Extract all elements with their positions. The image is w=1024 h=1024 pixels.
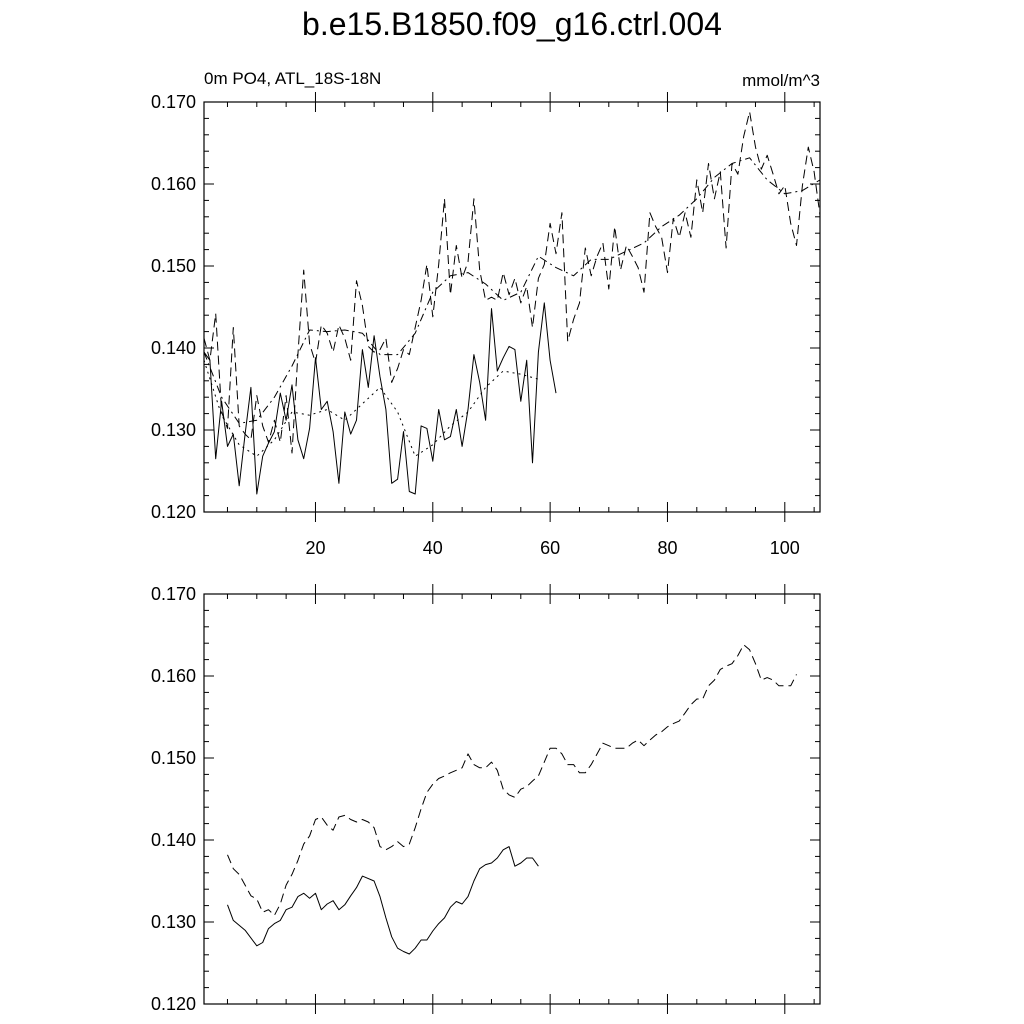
series-line-dashed [227,644,797,916]
units-label: mmol/m^3 [742,71,820,90]
top-panel: 0.120 0.130 0.140 0.150 0.160 0.170 20 40 60 80 10… [151,69,821,558]
left-label: 0m PO4, ATL_18S-18N [204,69,381,88]
x-tick-label: 60 [540,538,560,558]
plot-frame [203,101,821,513]
plot-frame [203,593,821,1005]
x-tick-label: 80 [657,538,677,558]
y-tick-label: 0.120 [151,994,196,1014]
x-tick-label: 100 [770,538,800,558]
series-line-dashed [203,111,821,454]
y-tick-label: 0.150 [151,748,196,768]
series-line-solid [227,846,539,955]
x-tick-label: 20 [305,538,325,558]
y-tick-label: 0.120 [151,502,196,522]
y-tick-label: 0.130 [151,912,196,932]
series-line-dashdot [203,157,821,424]
x-tick-label: 40 [423,538,443,558]
y-tick-label: 0.170 [151,584,196,604]
bottom-panel: 0.120 0.130 0.140 0.150 0.160 0.170 [151,584,821,1014]
y-tick-label: 0.140 [151,830,196,850]
y-tick-label: 0.130 [151,420,196,440]
y-tick-label: 0.160 [151,666,196,686]
y-tick-label: 0.150 [151,256,196,276]
y-tick-label: 0.170 [151,92,196,112]
chart-title: b.e15.B1850.f09_g16.ctrl.004 [302,6,722,42]
y-tick-label: 0.160 [151,174,196,194]
y-tick-label: 0.140 [151,338,196,358]
series-line-solid [203,302,557,495]
